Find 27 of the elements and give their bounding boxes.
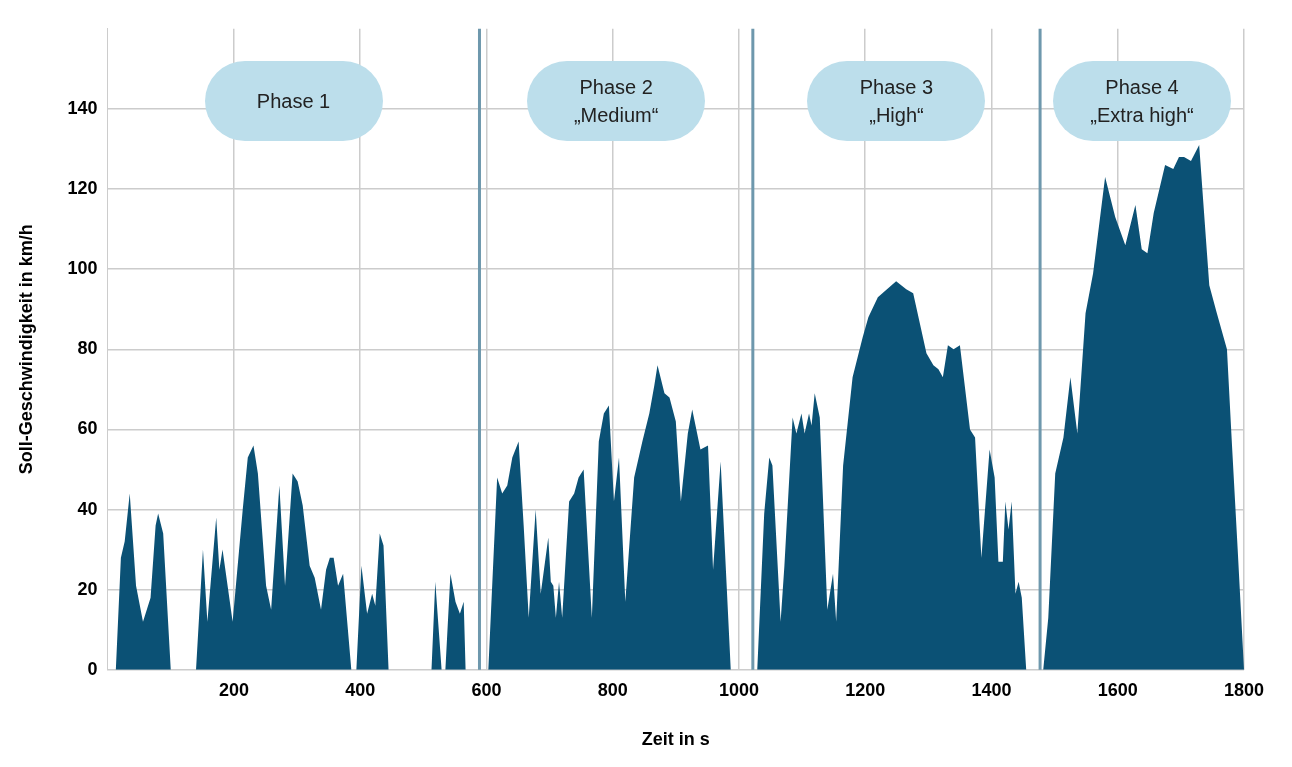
x-tick-label: 200 bbox=[218, 679, 249, 700]
y-tick-label: 20 bbox=[77, 578, 98, 599]
y-tick-label: 40 bbox=[77, 498, 98, 519]
label-pill: Phase 3 „High“ bbox=[807, 60, 986, 141]
y-tick-label: 0 bbox=[87, 658, 98, 679]
x-tick-label: 400 bbox=[345, 679, 376, 700]
y-axis-title: Soll-Geschwindigkeit in km/h bbox=[15, 224, 36, 475]
annotation: Phase 2 „Medium“ bbox=[573, 74, 659, 128]
label-pill: Phase 1 bbox=[204, 60, 383, 141]
label-pill: Phase 4 „Extra high“ bbox=[1053, 60, 1232, 141]
label-pill: Phase 2 „Medium“ bbox=[527, 60, 706, 141]
x-axis-title: Zeit in s bbox=[641, 729, 710, 750]
x-tick-label: 1200 bbox=[845, 679, 886, 700]
x-tick-label: 600 bbox=[471, 679, 502, 700]
y-tick-label: 140 bbox=[67, 97, 98, 118]
x-tick-label: 1600 bbox=[1097, 679, 1138, 700]
y-tick-label: 120 bbox=[67, 178, 98, 199]
y-tick-label: 60 bbox=[77, 418, 98, 439]
y-tick-label: 100 bbox=[67, 258, 98, 279]
annotation: Phase 3 „High“ bbox=[859, 74, 934, 128]
y-tick-label: 80 bbox=[77, 338, 98, 359]
x-tick-label: 800 bbox=[597, 679, 628, 700]
annotation: Phase 4 „Extra high“ bbox=[1090, 74, 1194, 128]
x-tick-label: 1000 bbox=[718, 679, 759, 700]
x-tick-label: 1800 bbox=[1223, 679, 1265, 700]
annotation: Phase 1 bbox=[256, 88, 331, 114]
x-tick-label: 1400 bbox=[971, 679, 1012, 700]
